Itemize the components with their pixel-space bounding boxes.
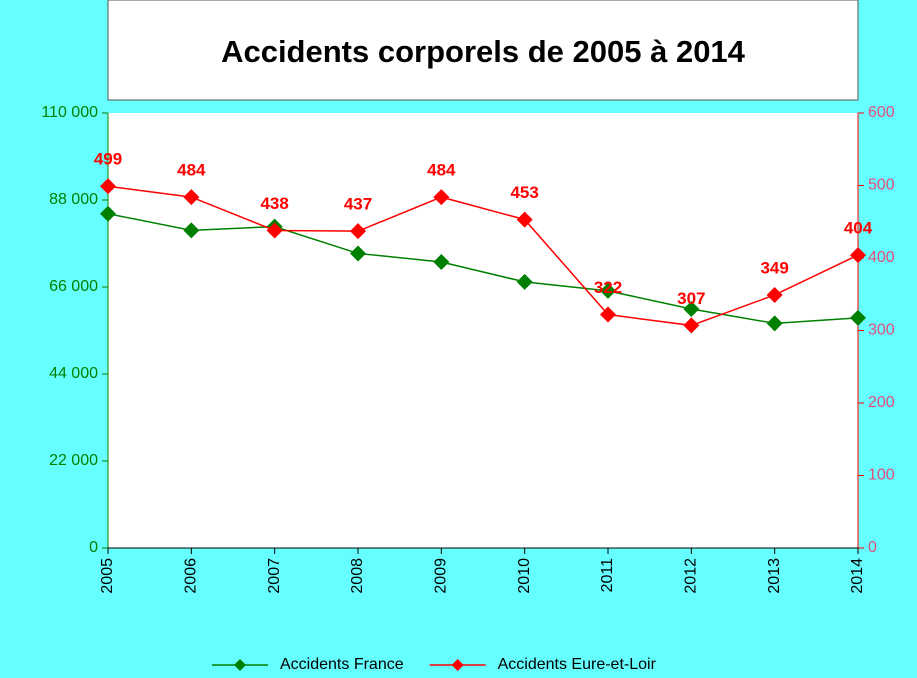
title-box: [107, 0, 859, 101]
series-line: [107, 213, 859, 325]
data-label: 307: [677, 289, 705, 308]
marker: [266, 222, 283, 239]
data-label: 437: [344, 195, 372, 214]
x-tick-label: 2012: [683, 558, 700, 594]
y2-tick-label: 600: [868, 104, 895, 121]
marker: [850, 309, 866, 326]
data-label: 484: [427, 161, 456, 180]
data-label: 438: [260, 194, 288, 213]
data-label: 499: [94, 150, 122, 169]
y-tick-label: 22 000: [49, 452, 98, 469]
marker: [683, 300, 700, 317]
chart-title: Accidents corporels de 2005 à 2014: [221, 34, 746, 69]
y2-tick-label: 200: [868, 394, 895, 411]
data-label: 484: [177, 161, 206, 180]
x-tick-label: 2010: [516, 558, 533, 594]
plot-area: [108, 113, 858, 548]
x-tick-label: 2011: [599, 558, 616, 593]
y2-tick-label: 100: [868, 467, 895, 484]
marker: [183, 222, 200, 239]
series-line: [107, 185, 859, 327]
data-label: 349: [760, 258, 788, 277]
marker: [350, 223, 366, 240]
legend-marker: [451, 659, 464, 671]
marker: [766, 286, 783, 303]
marker: [516, 211, 533, 228]
marker: [100, 178, 116, 195]
x-tick-label: 2009: [433, 558, 450, 594]
y-tick-label: 110 000: [41, 104, 98, 121]
x-tick-label: 2006: [183, 558, 200, 594]
marker: [433, 254, 450, 271]
y-tick-label: 0: [89, 539, 98, 556]
marker: [600, 282, 616, 299]
legend-marker: [234, 659, 246, 671]
marker: [183, 189, 200, 206]
legend-label: Accidents France: [280, 656, 404, 673]
marker: [600, 306, 616, 323]
marker: [100, 205, 116, 222]
x-tick-label: 2014: [849, 558, 866, 594]
data-label: 322: [594, 278, 622, 297]
y2-tick-label: 400: [868, 249, 895, 266]
marker: [766, 315, 783, 332]
x-tick-label: 2013: [766, 558, 783, 594]
data-label: 453: [510, 183, 538, 202]
x-tick-label: 2007: [266, 558, 283, 594]
legend-label: Accidents Eure-et-Loir: [498, 656, 657, 673]
y2-tick-label: 500: [868, 177, 895, 194]
marker: [350, 245, 366, 262]
marker: [433, 189, 450, 206]
marker: [516, 273, 533, 290]
y2-tick-label: 0: [868, 539, 877, 556]
x-tick-label: 2005: [99, 558, 116, 594]
y-tick-label: 66 000: [49, 278, 98, 295]
marker: [850, 247, 866, 264]
x-tick-label: 2008: [349, 558, 366, 594]
y-tick-label: 44 000: [49, 365, 98, 382]
y-tick-label: 88 000: [49, 191, 98, 208]
marker: [683, 317, 700, 334]
data-label: 404: [844, 219, 873, 238]
y2-tick-label: 300: [868, 322, 895, 339]
